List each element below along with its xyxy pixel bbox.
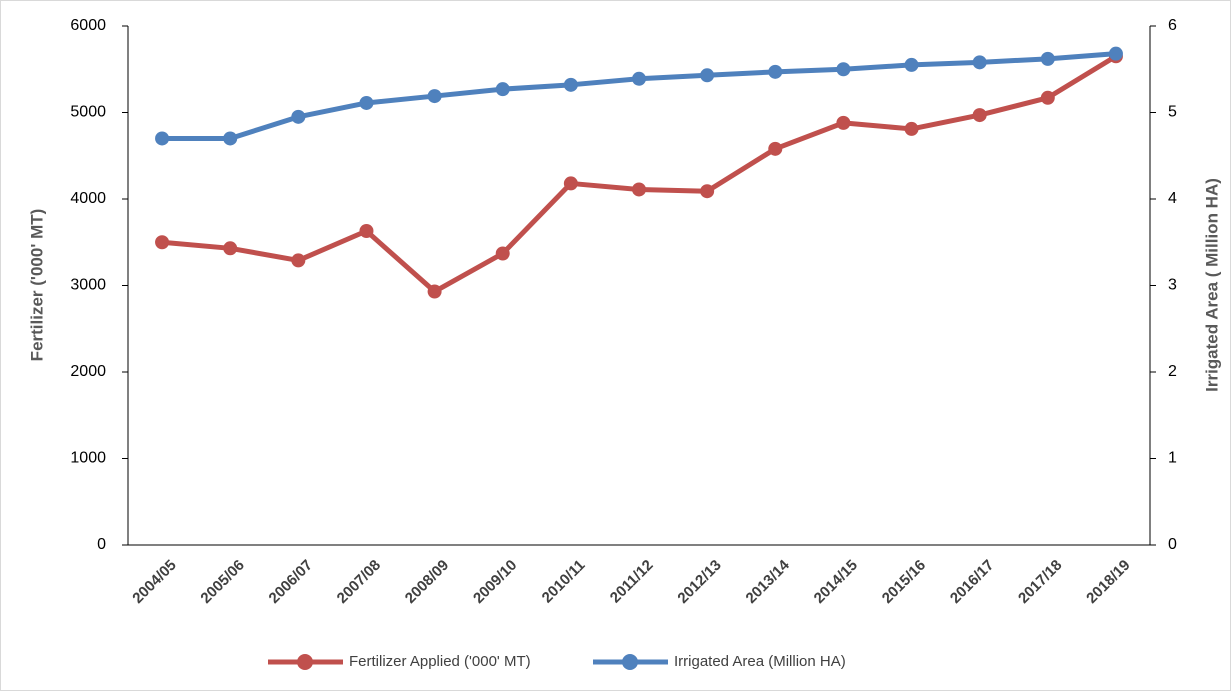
data-point	[155, 131, 170, 146]
y2-axis-title: Irrigated Area ( Million HA)	[1202, 178, 1221, 392]
data-point	[972, 108, 987, 123]
data-point	[700, 68, 715, 83]
legend-label: Fertilizer Applied ('000' MT)	[349, 653, 531, 670]
data-point	[1108, 46, 1123, 61]
y2-tick-label: 0	[1168, 536, 1177, 553]
data-point	[359, 224, 374, 239]
y-tick-label: 5000	[70, 104, 106, 121]
y2-tick-label: 1	[1168, 450, 1177, 467]
data-point	[904, 57, 919, 72]
data-point	[904, 121, 919, 136]
data-point	[836, 62, 851, 77]
data-point	[1040, 51, 1055, 66]
data-point	[291, 253, 306, 268]
data-point	[563, 176, 578, 191]
y-axis-title: Fertilizer ('000' MT)	[27, 209, 46, 362]
y-tick-label: 2000	[70, 363, 106, 380]
data-point	[632, 71, 646, 86]
data-point	[563, 77, 578, 92]
data-point	[223, 131, 238, 146]
data-point	[632, 182, 646, 197]
y-tick-label: 6000	[70, 17, 106, 34]
data-point	[768, 141, 783, 156]
y2-tick-label: 4	[1168, 190, 1177, 207]
y2-tick-label: 3	[1168, 277, 1177, 294]
data-point	[1040, 90, 1055, 105]
y2-tick-label: 2	[1168, 363, 1177, 380]
data-point	[223, 241, 238, 256]
y2-tick-label: 5	[1168, 104, 1177, 121]
data-point	[291, 109, 306, 124]
data-point	[427, 284, 442, 299]
y-tick-label: 4000	[70, 190, 106, 207]
data-point	[836, 115, 851, 130]
data-point	[495, 246, 510, 261]
legend-label: Irrigated Area (Million HA)	[674, 653, 846, 670]
data-point	[495, 82, 510, 97]
data-point	[359, 95, 374, 110]
y-tick-label: 0	[97, 536, 106, 553]
data-point	[155, 235, 170, 250]
legend-marker	[297, 654, 313, 670]
y-tick-label: 3000	[70, 277, 106, 294]
y-tick-label: 1000	[70, 450, 106, 467]
legend-marker	[622, 654, 638, 670]
data-point	[972, 55, 987, 70]
data-point	[427, 89, 442, 104]
data-point	[700, 184, 715, 199]
data-point	[768, 64, 783, 79]
y2-tick-label: 6	[1168, 17, 1177, 34]
